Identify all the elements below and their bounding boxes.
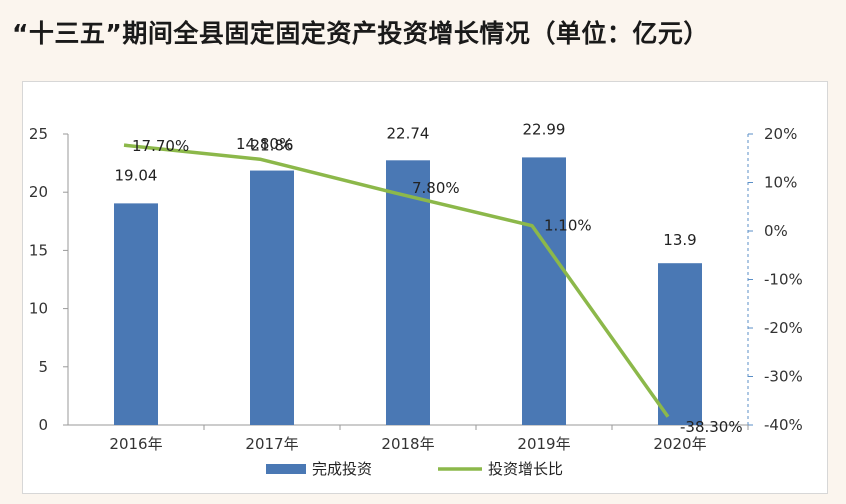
line-value-label: 14.80% — [236, 135, 293, 153]
bar — [522, 157, 566, 425]
left-tick-label: 20 — [29, 183, 48, 201]
legend-label-bar: 完成投资 — [312, 460, 372, 478]
left-tick-label: 25 — [29, 125, 48, 143]
bar-value-label: 22.74 — [387, 124, 430, 142]
bar-value-label: 13.9 — [663, 231, 696, 249]
bar — [114, 203, 158, 425]
bar-value-label: 19.04 — [115, 166, 158, 184]
right-tick-label: -20% — [764, 319, 803, 337]
right-tick-label: 0% — [764, 222, 788, 240]
right-tick-label: 20% — [764, 125, 797, 143]
right-tick-label: -30% — [764, 368, 803, 386]
bar — [386, 160, 430, 425]
x-tick-label: 2017年 — [245, 435, 298, 453]
left-tick-label: 10 — [29, 300, 48, 318]
x-tick-label: 2016年 — [109, 435, 162, 453]
left-tick-label: 15 — [29, 241, 48, 259]
growth-line — [123, 143, 670, 418]
line-value-label: 7.80% — [412, 179, 460, 197]
right-tick-label: -10% — [764, 271, 803, 289]
bar-value-label: 21.86 — [251, 137, 294, 155]
page-title: “十三五”期间全县固定固定资产投资增长情况（单位：亿元） — [12, 19, 709, 48]
legend-swatch-bar — [266, 464, 306, 474]
bar-value-label: 22.99 — [523, 120, 566, 138]
legend-label-line: 投资增长比 — [488, 460, 563, 478]
line-value-label: 1.10% — [544, 217, 592, 235]
left-tick-label: 5 — [38, 358, 48, 376]
left-tick-label: 0 — [38, 416, 48, 434]
bar — [250, 170, 294, 425]
line-value-label: 17.70% — [132, 137, 189, 155]
bar — [658, 263, 702, 425]
right-tick-label: -40% — [764, 416, 803, 434]
x-tick-label: 2019年 — [517, 435, 570, 453]
line-value-label: -38.30% — [680, 418, 743, 436]
x-tick-label: 2020年 — [653, 435, 706, 453]
x-tick-label: 2018年 — [381, 435, 434, 453]
right-tick-label: 10% — [764, 174, 797, 192]
